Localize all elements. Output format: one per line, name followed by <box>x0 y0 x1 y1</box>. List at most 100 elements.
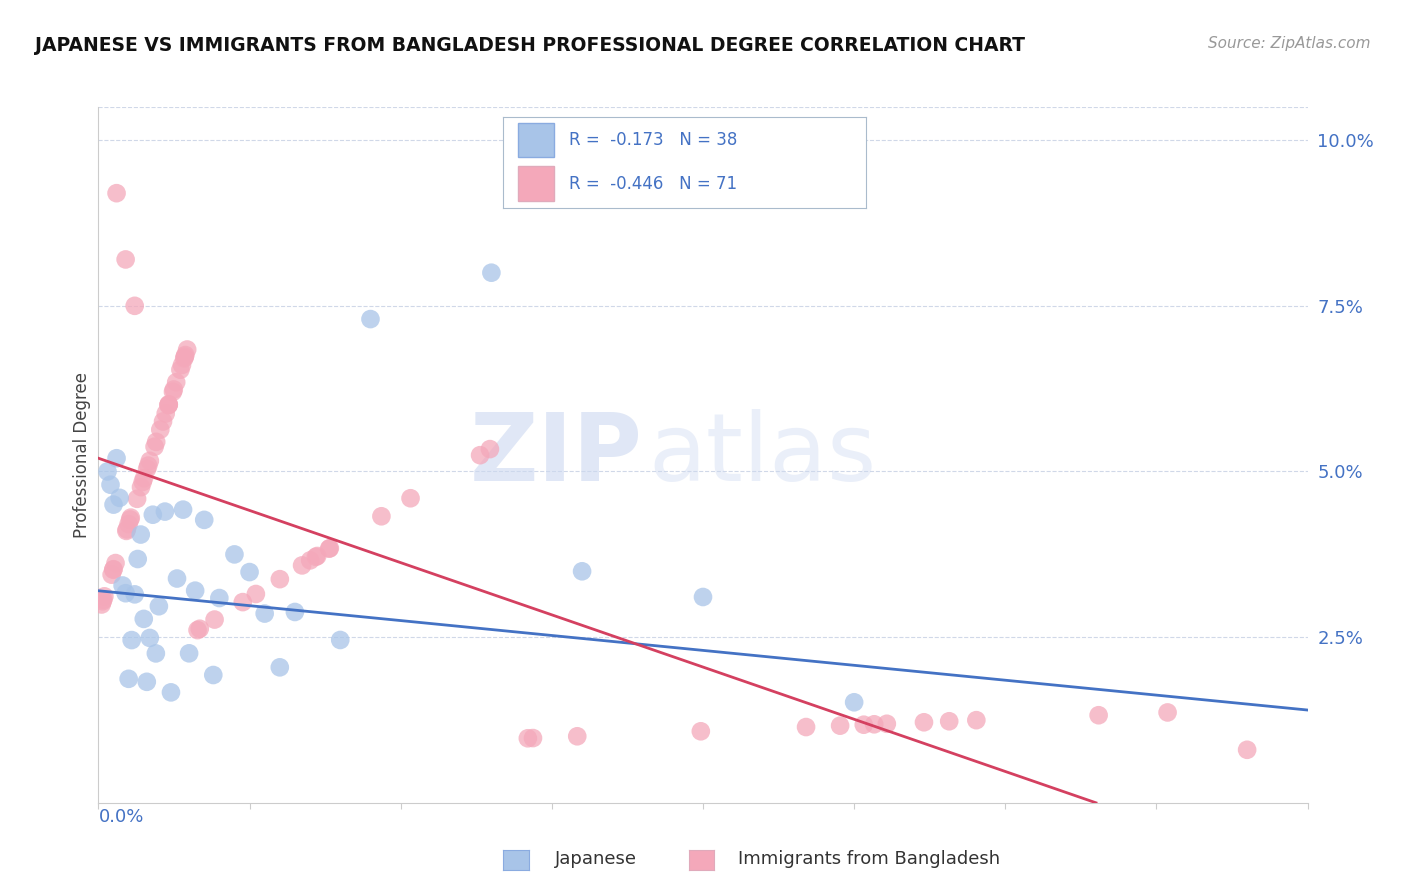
Point <box>481 266 503 280</box>
Point <box>132 471 155 485</box>
Point <box>202 668 225 682</box>
Text: atlas: atlas <box>648 409 877 501</box>
Point <box>120 510 142 524</box>
Point <box>1087 708 1109 723</box>
Point <box>108 491 131 505</box>
Point <box>253 607 276 621</box>
Point <box>187 623 209 637</box>
Point <box>965 713 987 727</box>
Text: Source: ZipAtlas.com: Source: ZipAtlas.com <box>1208 36 1371 51</box>
Point <box>132 475 155 489</box>
Point <box>305 549 328 564</box>
Point <box>307 549 329 563</box>
Point <box>165 376 187 390</box>
Point <box>370 509 392 524</box>
Point <box>173 351 195 366</box>
Point <box>516 731 538 746</box>
Point <box>129 480 152 494</box>
Point <box>299 553 322 567</box>
Point <box>124 299 146 313</box>
Point <box>863 717 886 731</box>
Point <box>169 362 191 376</box>
Point <box>142 508 165 522</box>
Point <box>104 556 127 570</box>
Point <box>105 451 128 466</box>
Point <box>1156 706 1178 720</box>
Point <box>852 717 875 731</box>
Point <box>188 622 211 636</box>
Point <box>162 384 184 399</box>
Point <box>571 564 593 578</box>
Point <box>103 562 125 576</box>
Point <box>245 587 267 601</box>
Point <box>239 565 262 579</box>
Point <box>269 572 291 586</box>
Point <box>468 448 491 462</box>
Point <box>174 348 197 362</box>
Point <box>155 407 177 421</box>
Text: 0.0%: 0.0% <box>98 808 143 826</box>
Point <box>121 633 143 648</box>
Point <box>912 715 935 730</box>
Point <box>111 578 134 592</box>
Point <box>876 716 898 731</box>
Text: JAPANESE VS IMMIGRANTS FROM BANGLADESH PROFESSIONAL DEGREE CORRELATION CHART: JAPANESE VS IMMIGRANTS FROM BANGLADESH P… <box>35 36 1025 54</box>
Point <box>844 695 866 709</box>
Point <box>208 591 231 605</box>
Point <box>319 541 342 556</box>
Point <box>124 587 146 601</box>
Point <box>172 502 194 516</box>
Point <box>232 595 254 609</box>
Point <box>93 590 115 604</box>
Point <box>360 312 382 326</box>
Point <box>157 397 180 411</box>
Point <box>120 512 142 526</box>
Point <box>103 498 125 512</box>
Point <box>170 358 193 372</box>
Point <box>179 646 201 660</box>
Point <box>132 612 155 626</box>
Point <box>96 465 118 479</box>
Point <box>103 563 125 577</box>
Point <box>129 527 152 541</box>
Point <box>114 252 136 267</box>
Point <box>163 383 186 397</box>
Text: Japanese: Japanese <box>555 850 637 868</box>
Point <box>204 613 226 627</box>
Point <box>115 524 138 538</box>
Text: ZIP: ZIP <box>470 409 643 501</box>
Text: Immigrants from Bangladesh: Immigrants from Bangladesh <box>738 850 1000 868</box>
Point <box>145 647 167 661</box>
Point <box>830 719 852 733</box>
Point <box>139 454 162 468</box>
Point <box>90 598 112 612</box>
Point <box>938 714 960 729</box>
Point <box>91 594 114 608</box>
Point <box>139 631 162 645</box>
Point <box>127 491 149 506</box>
Point <box>160 685 183 699</box>
Point <box>145 434 167 449</box>
Point <box>689 724 711 739</box>
Point <box>105 186 128 201</box>
Point <box>291 558 314 573</box>
Point <box>692 590 714 604</box>
Point <box>522 731 544 745</box>
Point <box>176 343 198 357</box>
Point <box>399 491 422 506</box>
Point <box>794 720 817 734</box>
Point <box>91 592 114 607</box>
Y-axis label: Professional Degree: Professional Degree <box>73 372 91 538</box>
Point <box>478 442 501 456</box>
Point <box>100 567 122 582</box>
Point <box>143 440 166 454</box>
Point <box>173 350 195 364</box>
Point <box>193 513 215 527</box>
Point <box>318 541 340 556</box>
Point <box>136 462 159 476</box>
Point <box>184 583 207 598</box>
Point <box>329 632 352 647</box>
Point <box>100 477 122 491</box>
Point <box>284 605 307 619</box>
Point <box>149 423 172 437</box>
